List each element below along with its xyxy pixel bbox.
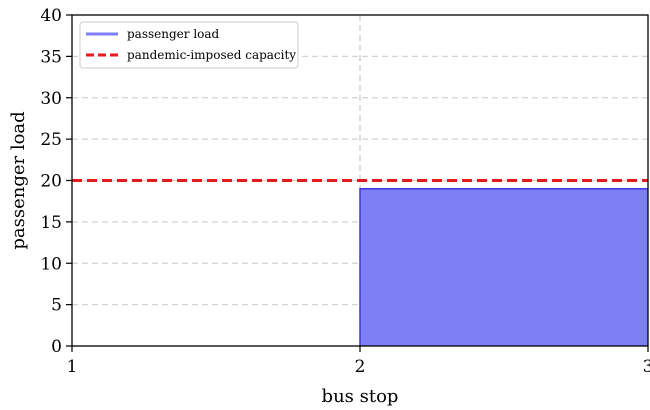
passenger-load-line <box>359 188 648 346</box>
y-axis-label: passenger load <box>8 111 29 249</box>
x-tick-label: 3 <box>643 357 650 377</box>
y-tick-label: 5 <box>51 296 62 316</box>
axis-ticks: 0 5 10 15 20 25 30 35 40 1 2 3 <box>40 6 650 377</box>
y-tick-label: 35 <box>40 47 62 67</box>
x-axis-label: bus stop <box>322 386 399 407</box>
passenger-load-area <box>360 188 648 346</box>
y-tick-label: 0 <box>51 337 62 357</box>
x-tick-label: 2 <box>355 357 366 377</box>
legend-label-passenger-load: passenger load <box>127 27 220 41</box>
legend: passenger load pandemic-imposed capacity <box>79 21 299 69</box>
plot-series <box>359 188 648 346</box>
legend-box <box>79 21 299 69</box>
y-tick-label: 30 <box>40 89 62 109</box>
y-tick-label: 40 <box>40 6 62 26</box>
y-tick-label: 15 <box>40 213 62 233</box>
y-tick-label: 25 <box>40 130 62 150</box>
y-tick-label: 20 <box>40 172 62 192</box>
y-tick-label: 10 <box>40 254 62 274</box>
x-tick-label: 1 <box>67 357 78 377</box>
legend-label-capacity: pandemic-imposed capacity <box>127 48 296 62</box>
